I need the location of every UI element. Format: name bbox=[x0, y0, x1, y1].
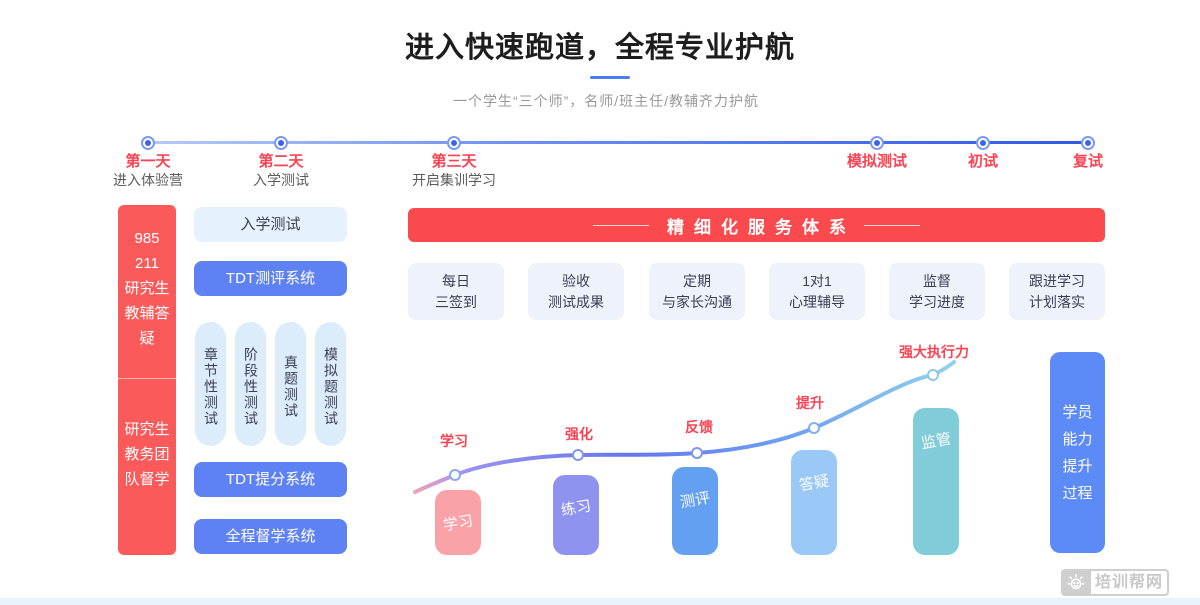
service-card-line: 三签到 bbox=[435, 293, 477, 310]
service-card: 验收 测试成果 bbox=[528, 263, 624, 320]
timeline-node-mock bbox=[870, 136, 884, 150]
service-card-line: 1对1 bbox=[802, 272, 832, 289]
service-banner: 精细化服务体系 bbox=[408, 208, 1105, 242]
chart-bar-monitor: 监管 bbox=[913, 408, 959, 555]
timeline-line bbox=[148, 141, 1088, 144]
service-card: 1对1 心理辅导 bbox=[769, 263, 865, 320]
chart-bar-practice: 练习 bbox=[553, 475, 599, 555]
chart-bar-qa: 答疑 bbox=[791, 450, 837, 555]
curve-stage-label: 反馈 bbox=[685, 419, 713, 435]
service-card-line: 跟进学习 bbox=[1029, 272, 1085, 289]
timeline-node-day2 bbox=[274, 136, 288, 150]
ability-line: 提升 bbox=[1062, 457, 1093, 475]
timeline-node-day3 bbox=[447, 136, 461, 150]
ability-line: 学员 bbox=[1062, 403, 1093, 421]
service-card-line: 学习进度 bbox=[909, 293, 965, 310]
timeline-label: 第一天 bbox=[125, 153, 171, 170]
supervision-box: 全程督学系统 bbox=[194, 519, 347, 554]
program-panel-top: 985 211 研究生 教辅答 疑 bbox=[118, 205, 176, 378]
program-line: 疑 bbox=[139, 330, 155, 347]
timeline-sublabel: 入学测试 bbox=[253, 172, 309, 188]
service-card-line: 心理辅导 bbox=[789, 293, 845, 310]
tdt-boost-box: TDT提分系统 bbox=[194, 462, 347, 497]
banner-line-right bbox=[864, 224, 920, 226]
service-card: 监督 学习进度 bbox=[889, 263, 985, 320]
footer-strip bbox=[0, 598, 1200, 605]
timeline-label: 初试 bbox=[967, 153, 999, 170]
service-card-line: 验收 bbox=[562, 272, 590, 289]
service-card: 跟进学习 计划落实 bbox=[1009, 263, 1105, 320]
program-line: 教务团 bbox=[124, 446, 170, 463]
timeline-sublabel: 进入体验营 bbox=[113, 172, 183, 188]
service-card-line: 监督 bbox=[923, 272, 951, 289]
ability-box: 学员 能力 提升 过程 bbox=[1050, 352, 1105, 553]
program-line: 研究生 bbox=[124, 280, 170, 297]
program-panel-bottom: 研究生 教务团 队督学 bbox=[118, 379, 176, 555]
service-card-line: 计划落实 bbox=[1029, 293, 1085, 310]
program-line: 教辅答 bbox=[124, 305, 170, 322]
timeline-node-day1 bbox=[141, 136, 155, 150]
program-line: 研究生 bbox=[124, 421, 170, 438]
test-pill-chapter: 章节性测试 bbox=[195, 322, 226, 446]
watermark-badge: 培训帮网 bbox=[1061, 569, 1170, 596]
entry-test-box: 入学测试 bbox=[194, 207, 347, 242]
timeline-label: 复试 bbox=[1072, 153, 1104, 170]
service-card-line: 每日 bbox=[442, 272, 470, 289]
timeline-node-first-exam bbox=[976, 136, 990, 150]
banner-title: 精细化服务体系 bbox=[667, 217, 856, 237]
page-subtitle: 一个学生“三个师”，名师/班主任/教辅齐力护航 bbox=[452, 93, 760, 109]
program-panel: 985 211 研究生 教辅答 疑 研究生 教务团 队督学 bbox=[118, 205, 176, 555]
test-pill-stage: 阶段性测试 bbox=[235, 322, 266, 446]
page-title: 进入快速跑道，全程专业护航 bbox=[404, 32, 796, 64]
timeline-node-retest bbox=[1081, 136, 1095, 150]
chart-bar-study: 学习 bbox=[435, 490, 481, 555]
service-card: 定期 与家长沟通 bbox=[649, 263, 745, 320]
service-card-line: 定期 bbox=[683, 272, 711, 289]
program-line: 211 bbox=[135, 255, 159, 272]
program-line: 985 bbox=[134, 230, 160, 247]
service-card-line: 与家长沟通 bbox=[662, 293, 732, 310]
timeline-sublabel: 开启集训学习 bbox=[412, 172, 496, 188]
service-card-line: 测试成果 bbox=[548, 293, 604, 310]
program-line: 队督学 bbox=[124, 471, 170, 488]
title-accent-divider bbox=[590, 76, 630, 79]
timeline-label: 第三天 bbox=[431, 153, 477, 170]
curve-stage-label: 学习 bbox=[440, 433, 468, 449]
test-pill-mock: 模拟题测试 bbox=[315, 322, 346, 446]
chart-bar-evaluate: 测评 bbox=[672, 467, 718, 555]
ability-line: 过程 bbox=[1062, 484, 1093, 502]
timeline-label: 模拟测试 bbox=[846, 153, 908, 170]
curve-stage-label: 强化 bbox=[565, 426, 593, 442]
banner-line-left bbox=[593, 224, 649, 226]
timeline-label: 第二天 bbox=[258, 153, 304, 170]
tdt-eval-box: TDT测评系统 bbox=[194, 261, 347, 296]
curve-stage-label: 提升 bbox=[796, 395, 824, 411]
service-card: 每日 三签到 bbox=[408, 263, 504, 320]
sun-smiley-icon bbox=[1061, 569, 1091, 596]
program-panel-divider bbox=[118, 378, 176, 379]
curve-stage-label: 强大执行力 bbox=[899, 344, 969, 360]
growth-chart: 学习 练习 测评 答疑 监管 学习 强化 反馈 提升 bbox=[408, 335, 1030, 555]
watermark-text: 培训帮网 bbox=[1091, 569, 1170, 596]
growth-curve-svg bbox=[413, 360, 956, 494]
test-pill-real: 真题测试 bbox=[275, 322, 306, 446]
ability-line: 能力 bbox=[1062, 430, 1093, 448]
